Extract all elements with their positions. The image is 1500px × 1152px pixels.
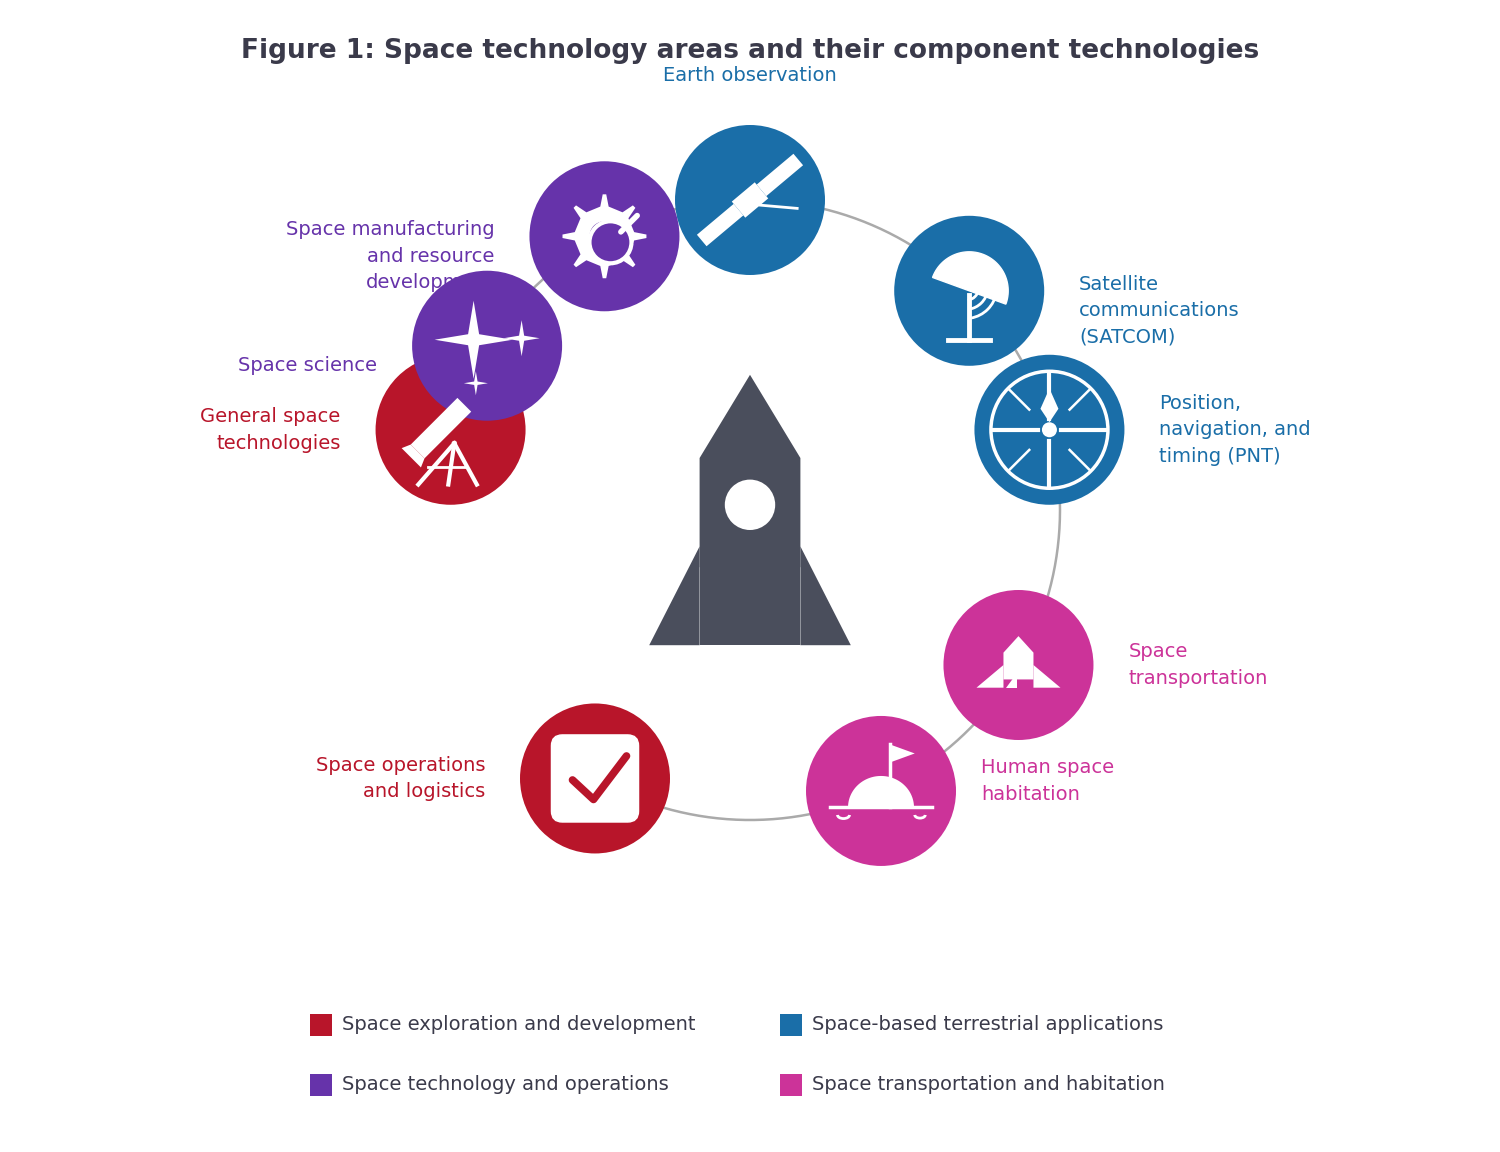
Text: Space exploration and development: Space exploration and development bbox=[342, 1016, 696, 1034]
Text: General space
technologies: General space technologies bbox=[201, 407, 340, 453]
Text: Space transportation and habitation: Space transportation and habitation bbox=[812, 1076, 1166, 1094]
FancyBboxPatch shape bbox=[310, 1074, 332, 1096]
Polygon shape bbox=[504, 320, 540, 356]
Polygon shape bbox=[411, 397, 471, 458]
Text: Space science: Space science bbox=[238, 356, 376, 376]
Polygon shape bbox=[699, 374, 801, 567]
Polygon shape bbox=[1034, 665, 1060, 688]
Polygon shape bbox=[1004, 636, 1034, 680]
Polygon shape bbox=[732, 182, 768, 218]
Circle shape bbox=[530, 161, 680, 311]
Polygon shape bbox=[801, 546, 850, 645]
Polygon shape bbox=[402, 445, 424, 468]
Text: Space manufacturing
and resource
development: Space manufacturing and resource develop… bbox=[286, 220, 495, 293]
Circle shape bbox=[894, 215, 1044, 366]
FancyBboxPatch shape bbox=[552, 735, 639, 823]
Text: Earth observation: Earth observation bbox=[663, 66, 837, 85]
Circle shape bbox=[944, 590, 1094, 740]
Circle shape bbox=[520, 704, 670, 854]
Polygon shape bbox=[650, 546, 699, 645]
FancyBboxPatch shape bbox=[780, 1014, 802, 1036]
Circle shape bbox=[724, 479, 776, 530]
Circle shape bbox=[590, 221, 632, 264]
Circle shape bbox=[413, 271, 562, 420]
Text: Human space
habitation: Human space habitation bbox=[981, 758, 1114, 804]
Circle shape bbox=[975, 355, 1125, 505]
Circle shape bbox=[1042, 423, 1058, 438]
Text: Space-based terrestrial applications: Space-based terrestrial applications bbox=[812, 1016, 1164, 1034]
Polygon shape bbox=[890, 744, 915, 763]
FancyBboxPatch shape bbox=[780, 1074, 802, 1096]
Circle shape bbox=[590, 221, 620, 251]
Polygon shape bbox=[435, 301, 513, 379]
Text: Space
transportation: Space transportation bbox=[1128, 643, 1268, 688]
Polygon shape bbox=[698, 204, 744, 247]
Text: Position,
navigation, and
timing (PNT): Position, navigation, and timing (PNT) bbox=[1160, 394, 1311, 465]
Polygon shape bbox=[1007, 673, 1017, 688]
Polygon shape bbox=[464, 371, 488, 395]
Polygon shape bbox=[562, 195, 646, 279]
Polygon shape bbox=[699, 567, 801, 645]
Polygon shape bbox=[933, 252, 1008, 304]
Text: Space technology and operations: Space technology and operations bbox=[342, 1076, 669, 1094]
Circle shape bbox=[375, 355, 525, 505]
FancyBboxPatch shape bbox=[310, 1014, 332, 1036]
Circle shape bbox=[806, 715, 956, 866]
Text: Satellite
communications
(SATCOM): Satellite communications (SATCOM) bbox=[1078, 275, 1240, 347]
Polygon shape bbox=[1041, 388, 1059, 423]
Text: Figure 1: Space technology areas and their component technologies: Figure 1: Space technology areas and the… bbox=[242, 38, 1258, 65]
Circle shape bbox=[675, 126, 825, 275]
Polygon shape bbox=[847, 776, 914, 808]
Polygon shape bbox=[976, 665, 1004, 688]
Polygon shape bbox=[756, 153, 802, 196]
Text: Space operations
and logistics: Space operations and logistics bbox=[315, 756, 484, 802]
